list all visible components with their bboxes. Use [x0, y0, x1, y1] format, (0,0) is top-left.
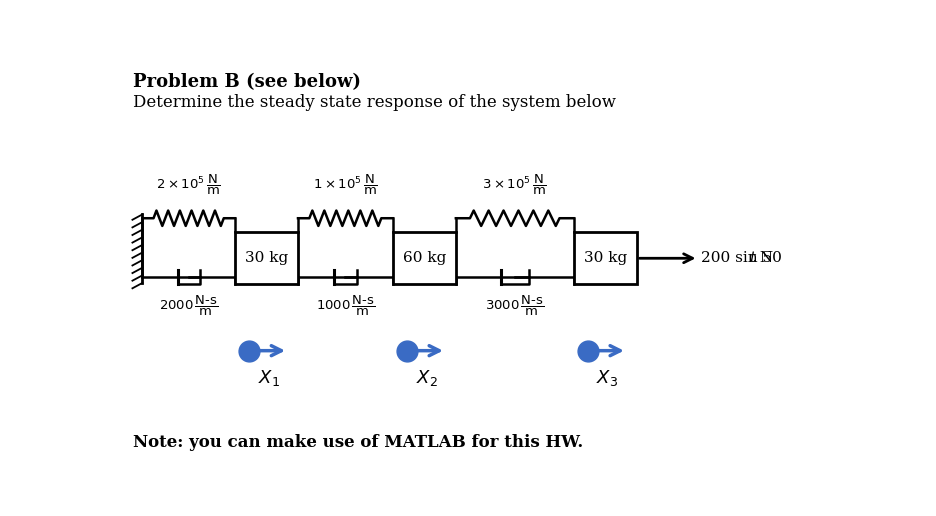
Text: 30 kg: 30 kg [245, 251, 288, 265]
Text: $2000\,\dfrac{\mathrm{N\text{-}s}}{\mathrm{m}}$: $2000\,\dfrac{\mathrm{N\text{-}s}}{\math… [159, 294, 218, 318]
Text: $3 \times 10^5\,\dfrac{\mathrm{N}}{\mathrm{m}}$: $3 \times 10^5\,\dfrac{\mathrm{N}}{\math… [482, 172, 548, 197]
Text: Determine the steady state response of the system below: Determine the steady state response of t… [133, 94, 616, 111]
Text: $1 \times 10^5\,\dfrac{\mathrm{N}}{\mathrm{m}}$: $1 \times 10^5\,\dfrac{\mathrm{N}}{\math… [313, 172, 378, 197]
Bar [235, 232, 298, 284]
Text: $X_1$: $X_1$ [257, 367, 280, 388]
Text: $3000\,\dfrac{\mathrm{N\text{-}s}}{\mathrm{m}}$: $3000\,\dfrac{\mathrm{N\text{-}s}}{\math… [485, 294, 545, 318]
Text: N: N [755, 251, 773, 265]
Text: 30 kg: 30 kg [583, 251, 627, 265]
Text: 200 sin 50: 200 sin 50 [701, 251, 782, 265]
Text: $X_3$: $X_3$ [596, 367, 619, 388]
Bar [574, 232, 636, 284]
Text: $1000\,\dfrac{\mathrm{N\text{-}s}}{\mathrm{m}}$: $1000\,\dfrac{\mathrm{N\text{-}s}}{\math… [315, 294, 375, 318]
Text: t: t [749, 251, 755, 265]
Text: $2 \times 10^5\,\dfrac{\mathrm{N}}{\mathrm{m}}$: $2 \times 10^5\,\dfrac{\mathrm{N}}{\math… [156, 172, 221, 197]
Text: Note: you can make use of MATLAB for this HW.: Note: you can make use of MATLAB for thi… [133, 434, 583, 451]
Text: $X_2$: $X_2$ [416, 367, 437, 388]
Text: 60 kg: 60 kg [402, 251, 446, 265]
Text: Problem B (see below): Problem B (see below) [133, 73, 361, 91]
Bar [393, 232, 456, 284]
